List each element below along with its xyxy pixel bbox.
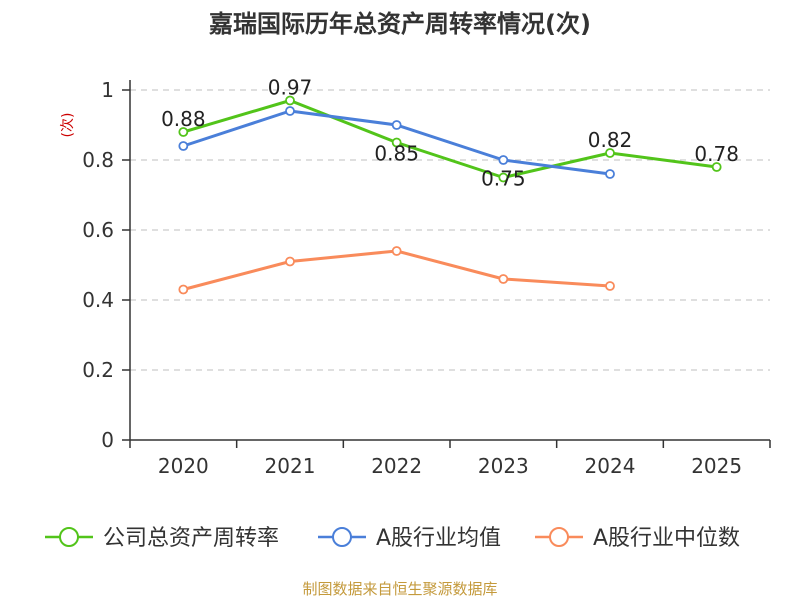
- x-tick-label: 2021: [265, 454, 316, 478]
- data-point: [498, 172, 509, 183]
- data-point: [391, 246, 402, 256]
- data-label: 0.82: [588, 128, 633, 152]
- y-tick-label: 0.2: [82, 358, 114, 382]
- legend-item-0[interactable]: 公司总资产周转率: [45, 526, 279, 551]
- data-point: [498, 155, 509, 165]
- legend-label: A股行业中位数: [593, 526, 740, 551]
- data-point: [285, 95, 295, 106]
- x-tick-label: 2022: [371, 454, 422, 478]
- x-tick-label: 2023: [478, 454, 529, 478]
- source-note: 制图数据来自恒生聚源数据库: [302, 580, 497, 598]
- series-line-2: [182, 249, 611, 291]
- legend-marker: [549, 527, 569, 547]
- legend-label: 公司总资产周转率: [103, 526, 279, 551]
- axes: 0 0.2 0.4 0.6 0.8 1 2020 2021 2022 2023 2024 2025: [82, 78, 771, 478]
- data-label: 0.88: [161, 107, 206, 131]
- data-point: [285, 256, 295, 267]
- data-point: [391, 137, 402, 148]
- data-label: 0.85: [374, 142, 419, 166]
- y-tick-label: 0.4: [82, 288, 114, 312]
- data-label: 0.75: [481, 167, 526, 191]
- legend-marker: [332, 527, 352, 547]
- data-point: [178, 141, 189, 151]
- series-line-0: [182, 99, 717, 179]
- data-point: [605, 148, 615, 158]
- x-tick-label: 2025: [691, 454, 742, 478]
- data-point: [285, 106, 295, 116]
- x-tick-label: 2024: [585, 454, 636, 478]
- legend-item-2[interactable]: A股行业中位数: [535, 526, 740, 551]
- x-tick-label: 2020: [158, 454, 209, 478]
- chart-title: 嘉瑞国际历年总资产周转率情况(次): [209, 10, 591, 38]
- legend-label: A股行业均值: [376, 526, 501, 551]
- data-point: [391, 120, 402, 130]
- data-point: [605, 169, 615, 179]
- y-tick-label: 0.8: [82, 148, 114, 172]
- data-labels: 0.88 0.97 0.85 0.75 0.82 0.78: [161, 76, 739, 191]
- y-tick-label: 0: [101, 428, 114, 452]
- data-label: 0.97: [268, 76, 313, 100]
- y-tick-label: 1: [101, 78, 114, 102]
- data-point: [178, 127, 189, 137]
- series-layer: [178, 95, 722, 295]
- y-tick-label: 0.6: [82, 218, 114, 242]
- y-axis-label: (次): [60, 113, 76, 138]
- legend-item-1[interactable]: A股行业均值: [318, 526, 501, 551]
- data-point: [498, 274, 509, 284]
- legend[interactable]: 公司总资产周转率 A股行业均值 A股行业中位数: [45, 526, 740, 551]
- data-point: [605, 281, 615, 291]
- data-label: 0.78: [694, 142, 739, 166]
- data-point: [711, 162, 722, 172]
- data-point: [178, 284, 189, 295]
- legend-marker: [59, 527, 79, 547]
